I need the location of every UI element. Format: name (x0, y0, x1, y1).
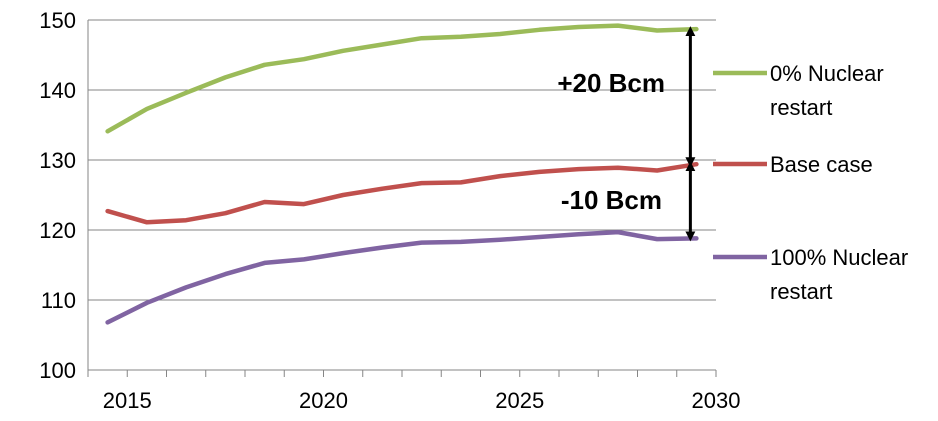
annotation-label: -10 Bcm (561, 185, 662, 215)
series-line-1 (105, 161, 699, 225)
legend-label-0: restart (770, 95, 832, 120)
annotation-label: +20 Bcm (557, 68, 665, 98)
legend-label-0: 0% Nuclear (770, 61, 884, 86)
axes: 100 110 120 130 140 150 2015 2020 2025 2030 (39, 8, 740, 413)
series-line-0 (105, 23, 699, 134)
x-tick-label: 2030 (692, 388, 741, 413)
y-tick-label: 140 (39, 78, 76, 103)
series-line-2 (105, 229, 699, 325)
legend-label-2: 100% Nuclear (770, 245, 908, 270)
gridlines (88, 19, 716, 301)
x-tick-label: 2015 (103, 388, 152, 413)
legend-label-2: restart (770, 279, 832, 304)
series-lines (105, 23, 699, 325)
y-tick-label: 120 (39, 218, 76, 243)
y-tick-label: 130 (39, 148, 76, 173)
y-tick-label: 110 (41, 288, 76, 313)
legend: 0% Nuclear restart Base case 100% Nuclear re… (713, 61, 908, 304)
annotations: +20 Bcm -10 Bcm (557, 26, 696, 242)
y-tick-label: 100 (39, 358, 76, 383)
y-tick-label: 150 (39, 8, 76, 33)
x-tick-label: 2020 (299, 388, 348, 413)
x-tick-label: 2025 (495, 388, 544, 413)
legend-label-1: Base case (770, 152, 873, 177)
